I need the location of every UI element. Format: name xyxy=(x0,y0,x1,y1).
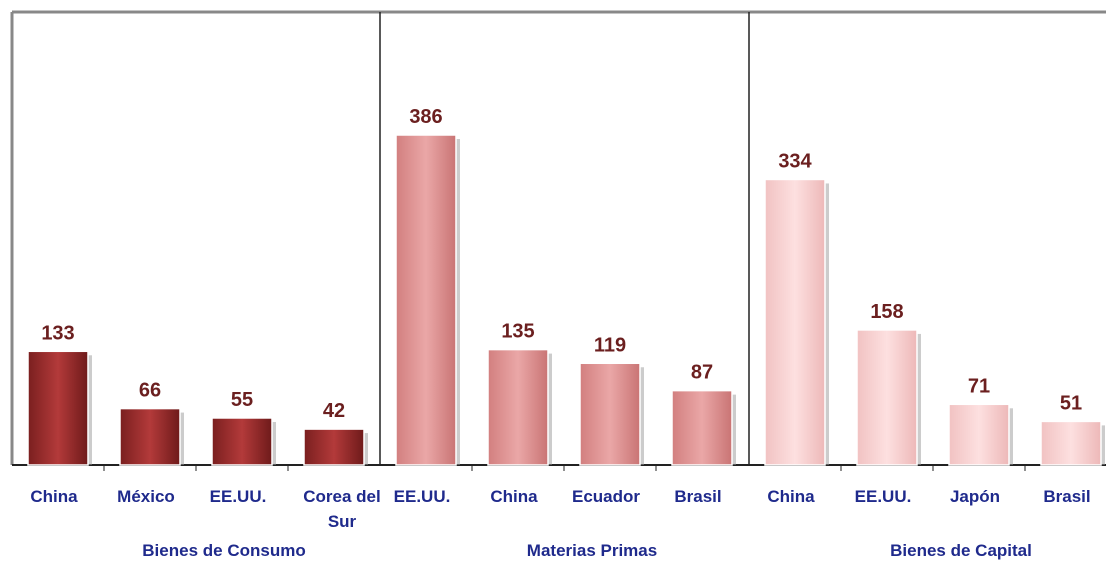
data-label: 158 xyxy=(870,301,903,323)
category-label: Japón xyxy=(950,487,1000,506)
data-label: 133 xyxy=(41,322,74,344)
group-label: Bienes de Consumo xyxy=(142,541,305,560)
data-label: 135 xyxy=(501,321,534,343)
data-label: 334 xyxy=(778,150,812,172)
bar xyxy=(27,350,89,466)
category-label: China xyxy=(30,487,78,506)
category-label-line2: Sur xyxy=(328,512,357,531)
category-label: China xyxy=(490,487,538,506)
group-label: Materias Primas xyxy=(527,541,657,560)
data-label: 55 xyxy=(231,389,253,411)
bar xyxy=(395,134,457,466)
data-label: 42 xyxy=(323,400,345,422)
bars xyxy=(27,134,1105,466)
data-label: 71 xyxy=(968,375,990,397)
category-label: EE.UU. xyxy=(855,487,912,506)
category-label: Corea del xyxy=(303,487,380,506)
category-label: Brasil xyxy=(1043,487,1090,506)
category-label: EE.UU. xyxy=(394,487,451,506)
bar xyxy=(211,417,273,466)
category-label: EE.UU. xyxy=(210,487,267,506)
bar xyxy=(671,389,733,466)
bar xyxy=(764,178,826,466)
plot-frame xyxy=(10,10,1106,471)
bar xyxy=(303,428,365,466)
data-label: 51 xyxy=(1060,392,1082,414)
bar xyxy=(856,329,918,466)
bar xyxy=(579,362,641,466)
group-label: Bienes de Capital xyxy=(890,541,1032,560)
bar xyxy=(1040,420,1102,466)
category-label: México xyxy=(117,487,175,506)
data-label: 386 xyxy=(409,106,442,128)
labels: 133 China 66 México 55 EE.UU. 42 Corea del Sur Bi… xyxy=(30,106,1090,560)
data-label: 87 xyxy=(691,362,713,384)
category-label: China xyxy=(767,487,815,506)
category-label: Ecuador xyxy=(572,487,640,506)
bar xyxy=(948,403,1010,466)
data-label: 66 xyxy=(139,380,161,402)
bar xyxy=(487,348,549,466)
category-label: Brasil xyxy=(674,487,721,506)
data-label: 119 xyxy=(594,334,626,356)
bar xyxy=(119,407,181,466)
